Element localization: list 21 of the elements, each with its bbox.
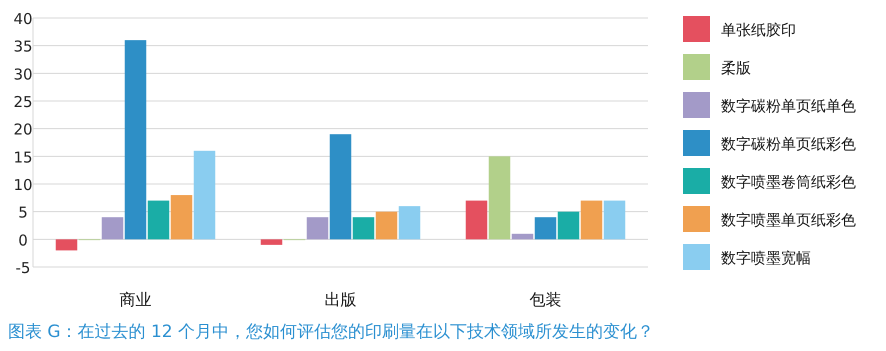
legend-label: 数字碳粉单页纸彩色	[721, 135, 856, 153]
y-tick-label: 0	[18, 231, 28, 250]
y-tick-label: 30	[13, 65, 33, 84]
y-tick-label: 5	[18, 204, 28, 222]
y-tick-label: 10	[13, 176, 33, 194]
x-tick-label: 商业	[120, 290, 152, 309]
y-tick-label: 35	[13, 38, 33, 56]
x-tick-label: 出版	[324, 290, 356, 309]
legend-label: 数字喷墨卷筒纸彩色	[721, 173, 856, 191]
text: 图表 G：在过去的 12 个月中，您如何评估您的印刷量在以下技术领域所发生的变化？	[8, 322, 654, 342]
y-tick-label: 40	[13, 10, 33, 28]
legend-label: 数字碳粉单页纸单色	[721, 97, 856, 115]
y-tick-label: 20	[13, 120, 33, 139]
legend-label: 单张纸胶印	[721, 21, 796, 39]
legend-label: 数字喷墨单页纸彩色	[721, 211, 856, 229]
legend-label: 柔版	[721, 59, 751, 77]
y-tick-label: -5	[16, 259, 30, 277]
y-tick-label: 25	[13, 93, 33, 111]
x-tick-label: 包装	[530, 290, 562, 309]
legend-label: 数字喷墨宽幅	[721, 249, 811, 267]
y-tick-label: 15	[13, 148, 33, 166]
